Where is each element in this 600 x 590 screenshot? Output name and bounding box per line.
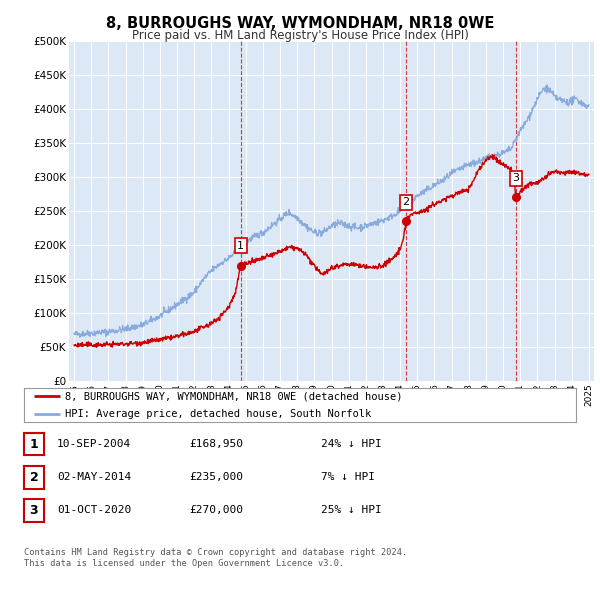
Text: 02-MAY-2014: 02-MAY-2014 — [57, 473, 131, 482]
Text: Contains HM Land Registry data © Crown copyright and database right 2024.
This d: Contains HM Land Registry data © Crown c… — [24, 548, 407, 568]
Text: 8, BURROUGHS WAY, WYMONDHAM, NR18 0WE (detached house): 8, BURROUGHS WAY, WYMONDHAM, NR18 0WE (d… — [65, 391, 403, 401]
Text: HPI: Average price, detached house, South Norfolk: HPI: Average price, detached house, Sout… — [65, 409, 371, 419]
Text: 1: 1 — [237, 241, 244, 251]
Text: £270,000: £270,000 — [189, 506, 243, 515]
Text: 10-SEP-2004: 10-SEP-2004 — [57, 440, 131, 449]
Text: 8, BURROUGHS WAY, WYMONDHAM, NR18 0WE: 8, BURROUGHS WAY, WYMONDHAM, NR18 0WE — [106, 16, 494, 31]
Text: 2: 2 — [29, 471, 38, 484]
Text: 1: 1 — [29, 438, 38, 451]
Text: 01-OCT-2020: 01-OCT-2020 — [57, 506, 131, 515]
Text: Price paid vs. HM Land Registry's House Price Index (HPI): Price paid vs. HM Land Registry's House … — [131, 30, 469, 42]
Text: 7% ↓ HPI: 7% ↓ HPI — [321, 473, 375, 482]
Text: £168,950: £168,950 — [189, 440, 243, 449]
Text: 3: 3 — [512, 173, 520, 183]
Text: 3: 3 — [29, 504, 38, 517]
Text: 24% ↓ HPI: 24% ↓ HPI — [321, 440, 382, 449]
Text: 2: 2 — [402, 197, 409, 207]
Text: £235,000: £235,000 — [189, 473, 243, 482]
Text: 25% ↓ HPI: 25% ↓ HPI — [321, 506, 382, 515]
